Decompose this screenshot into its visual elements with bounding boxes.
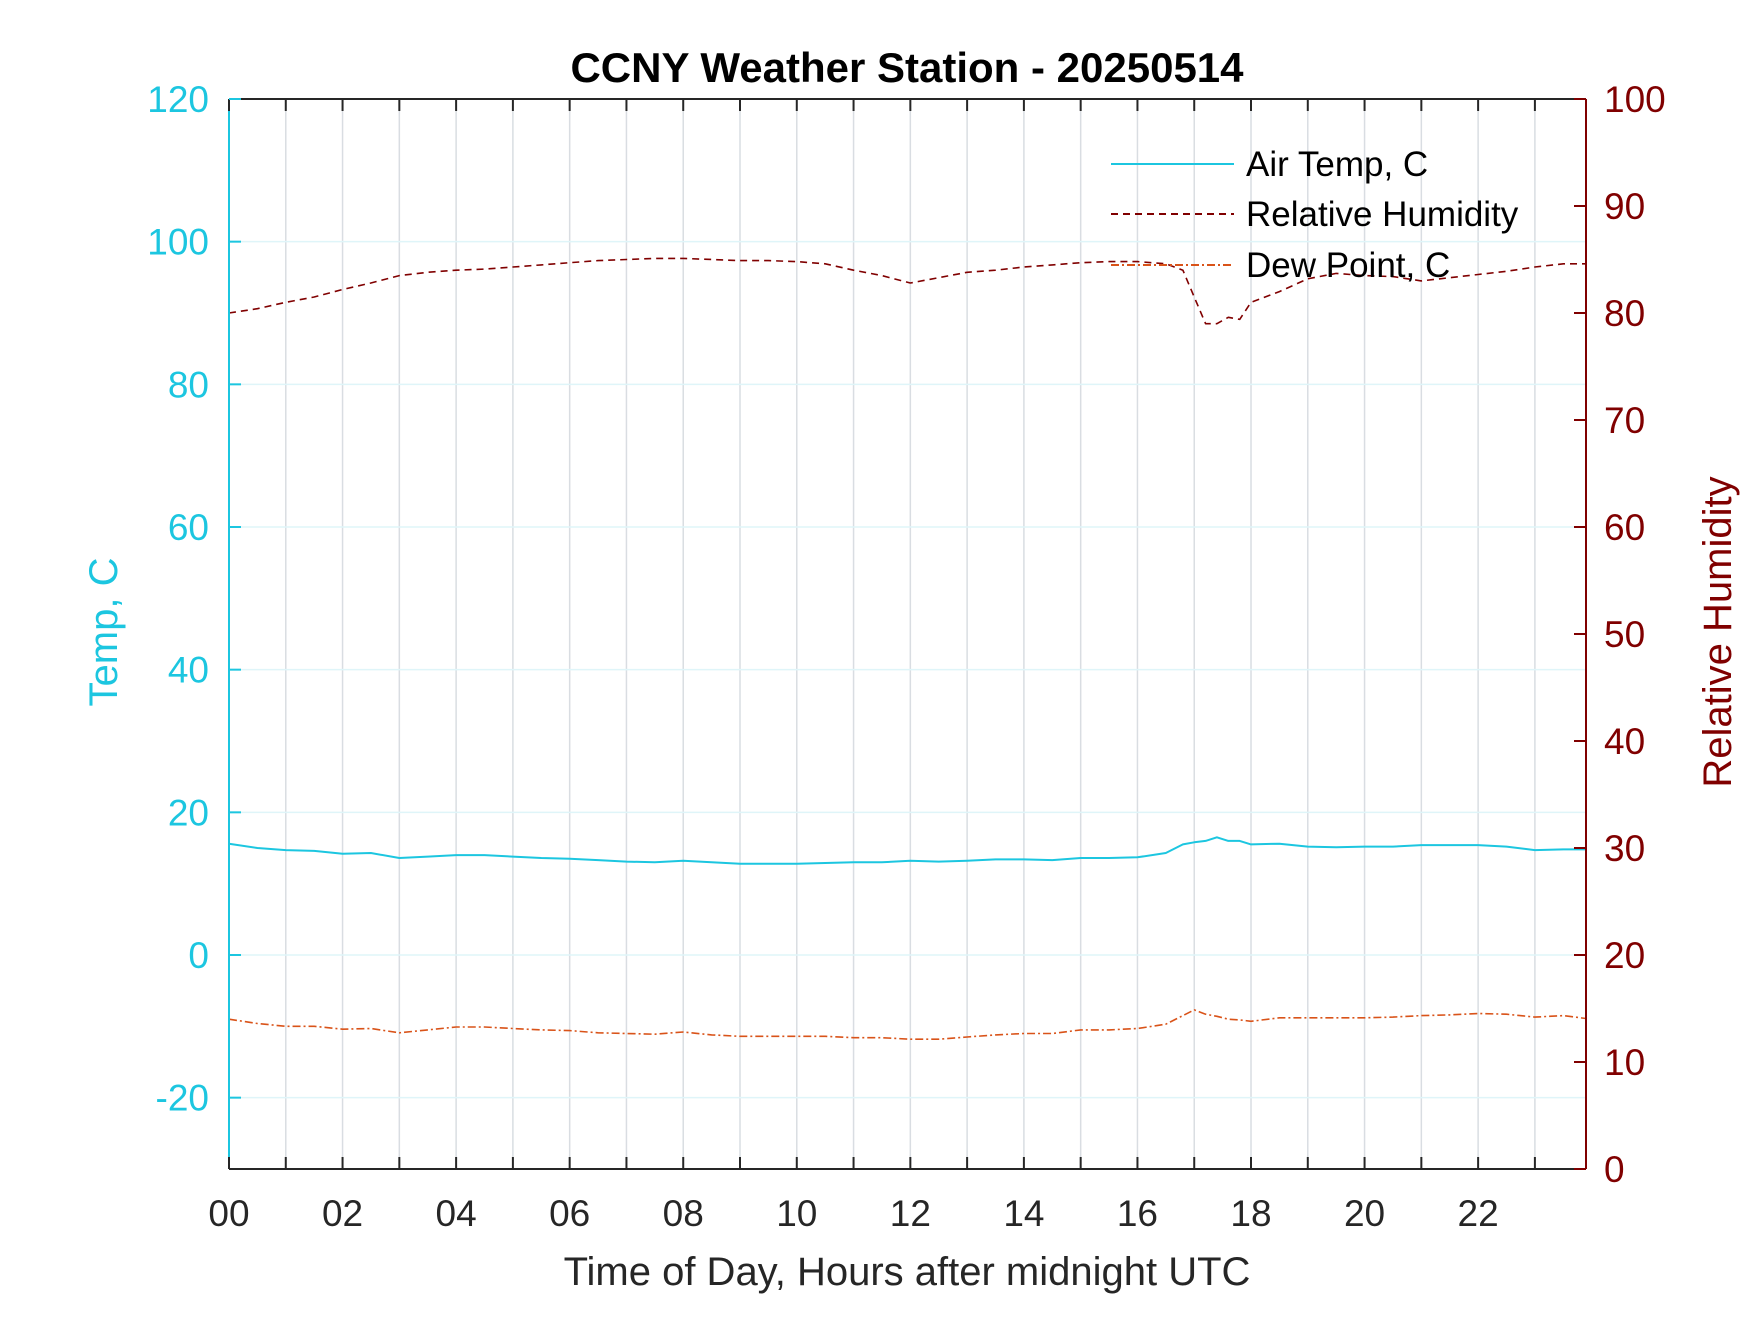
y-left-tick-label: -20 [156, 1078, 209, 1119]
x-tick-label: 18 [1230, 1193, 1271, 1234]
legend-label-dew-point: Dew Point, C [1246, 246, 1450, 285]
y-left-tick-label: 20 [168, 792, 209, 833]
x-tick-label: 16 [1117, 1193, 1158, 1234]
y-right-tick-label: 50 [1604, 614, 1645, 655]
series-line-dew-point [228, 1009, 1587, 1040]
y-right-tick-label: 60 [1604, 507, 1645, 548]
y-right-tick-label: 70 [1604, 400, 1645, 441]
y-right-tick-label: 0 [1604, 1149, 1625, 1190]
y-axis-label-right: Relative Humidity [1696, 476, 1740, 787]
series-line-air-temp [228, 836, 1586, 865]
x-tick-label: 08 [663, 1193, 704, 1234]
series-line-relative-humidity [228, 257, 1586, 325]
x-tick-label: 00 [208, 1193, 249, 1234]
x-tick-label: 14 [1003, 1193, 1044, 1234]
grid-layer [228, 98, 1586, 1169]
y-left-tick-label: 120 [147, 79, 209, 120]
x-tick-label: 06 [549, 1193, 590, 1234]
plot-area [229, 99, 1586, 1169]
y-left-tick-label: 40 [168, 650, 209, 691]
series-layer [228, 257, 1587, 1040]
x-tick-label: 22 [1458, 1193, 1499, 1234]
x-tick-label: 02 [322, 1193, 363, 1234]
x-axis-label: Time of Day, Hours after midnight UTC [564, 1250, 1251, 1294]
y-right-tick-label: 40 [1604, 721, 1645, 762]
y-right-tick-label: 20 [1604, 935, 1645, 976]
y-right-tick-label: 30 [1604, 828, 1645, 869]
x-tick-label: 10 [776, 1193, 817, 1234]
x-tick-label: 12 [890, 1193, 931, 1234]
y-left-tick-label: 0 [188, 935, 209, 976]
axes-layer: 00 02 04 06 08 10 12 14 16 18 20 22-200204060801001… [147, 79, 1665, 1234]
y-left-tick-label: 60 [168, 507, 209, 548]
y-axis-label-left: Temp, C [82, 558, 126, 707]
x-tick-label: 04 [436, 1193, 477, 1234]
legend-label-air-temp: Air Temp, C [1246, 145, 1428, 184]
y-right-tick-label: 100 [1604, 79, 1666, 120]
legend: Air Temp, C Relative Humidity Dew Point, C [1111, 145, 1519, 285]
y-left-tick-label: 80 [168, 364, 209, 405]
y-right-tick-label: 90 [1604, 186, 1645, 227]
chart-title: CCNY Weather Station - 20250514 [570, 44, 1244, 91]
y-right-tick-label: 10 [1604, 1042, 1645, 1083]
legend-label-relative-humidity: Relative Humidity [1246, 195, 1519, 234]
y-left-tick-label: 100 [147, 222, 209, 263]
x-tick-label: 20 [1344, 1193, 1385, 1234]
y-right-tick-label: 80 [1604, 293, 1645, 334]
